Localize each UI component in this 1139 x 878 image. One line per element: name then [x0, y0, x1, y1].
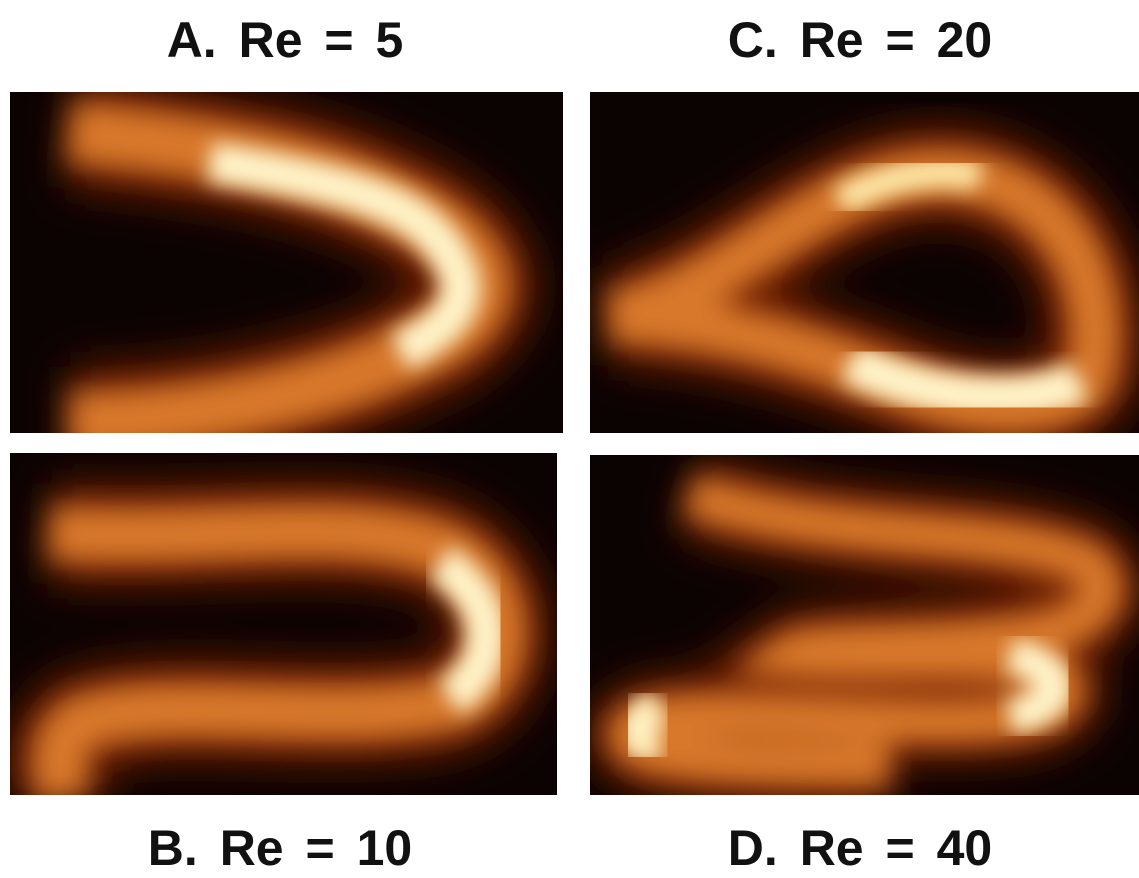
panel-a-image: [10, 92, 563, 433]
panel-label: D. Re = 40: [728, 820, 992, 876]
panel-c-image: [590, 92, 1139, 433]
panel-label: C. Re = 20: [728, 12, 992, 68]
panel-d-image: [590, 455, 1139, 795]
panel-label: B. Re = 10: [148, 820, 412, 876]
panel-label: A. Re = 5: [167, 12, 404, 68]
panel-b-image: [10, 453, 557, 795]
